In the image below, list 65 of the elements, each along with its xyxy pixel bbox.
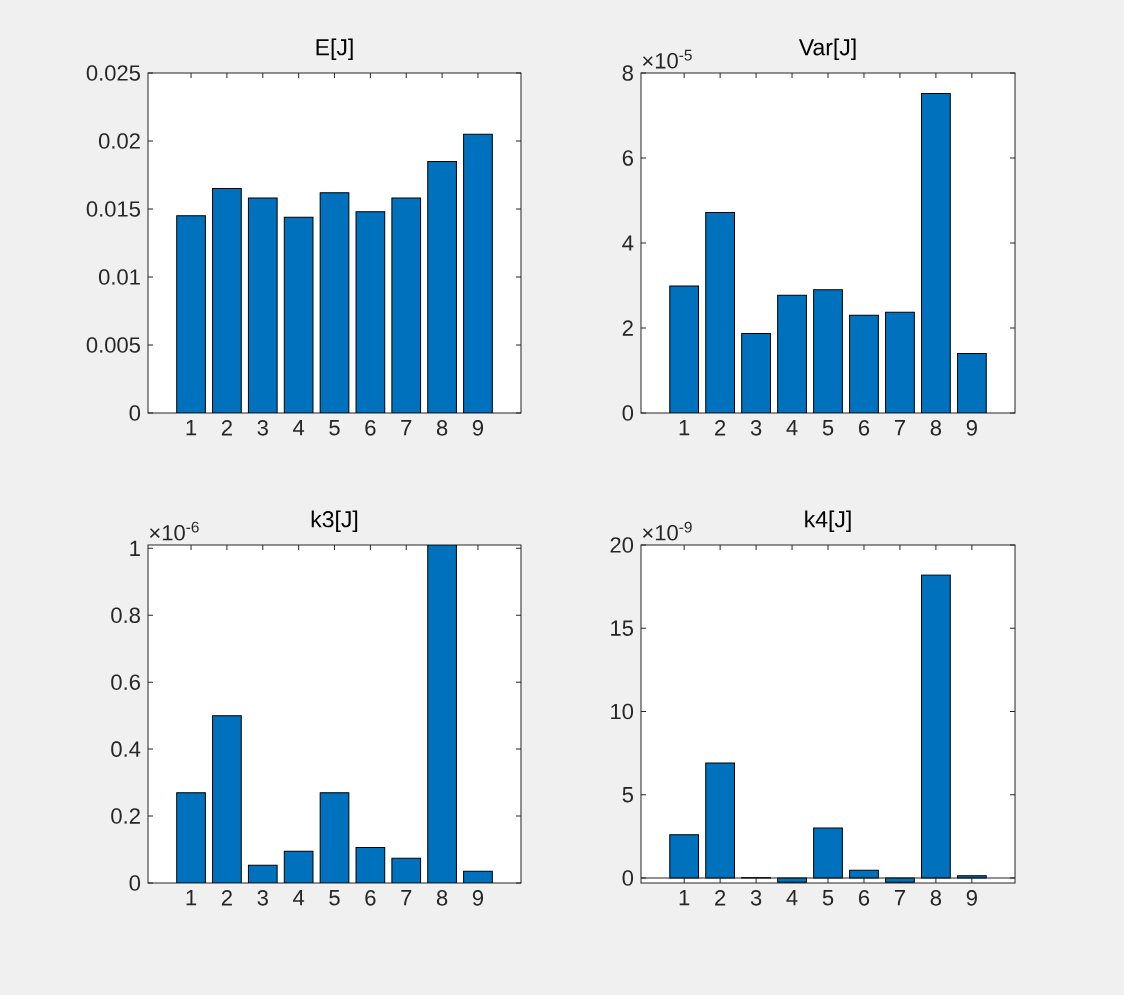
x-tick-label: 8 xyxy=(930,420,942,436)
chart-title: k3[J] xyxy=(311,510,358,532)
x-tick-label: 7 xyxy=(894,420,905,436)
x-tick-label: 4 xyxy=(786,420,798,436)
y-tick-label: 2 xyxy=(622,320,633,336)
y-tick-label: 1 xyxy=(130,540,140,556)
x-tick-label: 5 xyxy=(329,420,340,436)
x-tick-label: 7 xyxy=(894,890,905,906)
x-tick-label: 4 xyxy=(293,420,305,436)
x-tick-label: 2 xyxy=(715,890,726,906)
y-tick-label: 0.005 xyxy=(86,337,140,353)
x-tick-label: 6 xyxy=(365,420,376,436)
x-tick-label: 3 xyxy=(257,890,268,906)
x-tick-label: 6 xyxy=(858,420,870,436)
y-tick-label: 5 xyxy=(622,787,633,803)
y-tick-label: 20 xyxy=(610,537,634,553)
y-tick-label: 0.4 xyxy=(111,741,141,757)
x-tick-label: 3 xyxy=(750,890,762,906)
x-tick-label: 7 xyxy=(401,890,412,906)
x-tick-label: 5 xyxy=(822,890,834,906)
y-tick-label: 15 xyxy=(611,620,633,636)
x-tick-label: 8 xyxy=(930,890,942,906)
x-tick-label: 1 xyxy=(679,890,690,906)
text: ×10$^{-6}$ xyxy=(149,521,199,541)
x-tick-label: 3 xyxy=(257,420,268,436)
y-tick-label: 8 xyxy=(622,65,633,81)
y-tick-label: 0.025 xyxy=(86,65,140,81)
x-tick-label: 3 xyxy=(750,420,762,436)
chart-title: E[J] xyxy=(316,38,353,60)
y-tick-label: 0.8 xyxy=(111,607,140,624)
x-tick-label: 1 xyxy=(186,420,197,436)
y-tick-label: 0.6 xyxy=(111,674,140,690)
text: ×10$^{-9}$ xyxy=(642,521,692,541)
x-tick-label: 2 xyxy=(221,420,232,436)
x-tick-label: 4 xyxy=(293,890,305,906)
x-tick-label: 6 xyxy=(365,890,376,906)
y-tick-label: 0.015 xyxy=(86,201,140,217)
x-tick-label: 9 xyxy=(966,420,977,436)
chart-title: k4[J] xyxy=(805,510,851,532)
x-tick-label: 6 xyxy=(858,890,870,906)
y-tick-label: 0.2 xyxy=(111,808,140,824)
x-tick-label: 5 xyxy=(822,420,834,436)
x-tick-label: 8 xyxy=(436,890,448,906)
x-tick-label: 2 xyxy=(221,890,232,906)
x-tick-label: 5 xyxy=(329,890,340,906)
x-tick-label: 9 xyxy=(472,420,484,436)
y-tick-label: 0 xyxy=(622,870,634,886)
x-tick-label: 9 xyxy=(472,890,484,906)
y-tick-label: 0.02 xyxy=(98,133,140,149)
x-tick-label: 4 xyxy=(786,890,798,906)
x-tick-label: 9 xyxy=(966,890,977,906)
y-tick-label: 0 xyxy=(129,405,141,421)
x-tick-label: 8 xyxy=(436,420,448,436)
y-tick-label: 0 xyxy=(129,875,141,891)
y-tick-label: 0 xyxy=(622,405,634,421)
x-tick-label: 1 xyxy=(186,890,197,906)
y-tick-label: 10 xyxy=(611,703,634,720)
y-tick-label: 0.01 xyxy=(98,269,140,285)
text: ×10$^{-5}$ xyxy=(642,49,692,69)
y-tick-label: 6 xyxy=(622,150,633,166)
x-tick-label: 2 xyxy=(715,420,726,436)
y-tick-label: 4 xyxy=(622,235,634,251)
x-tick-label: 7 xyxy=(401,420,412,436)
chart-title: Var[J] xyxy=(798,38,856,60)
x-tick-label: 1 xyxy=(679,420,690,436)
